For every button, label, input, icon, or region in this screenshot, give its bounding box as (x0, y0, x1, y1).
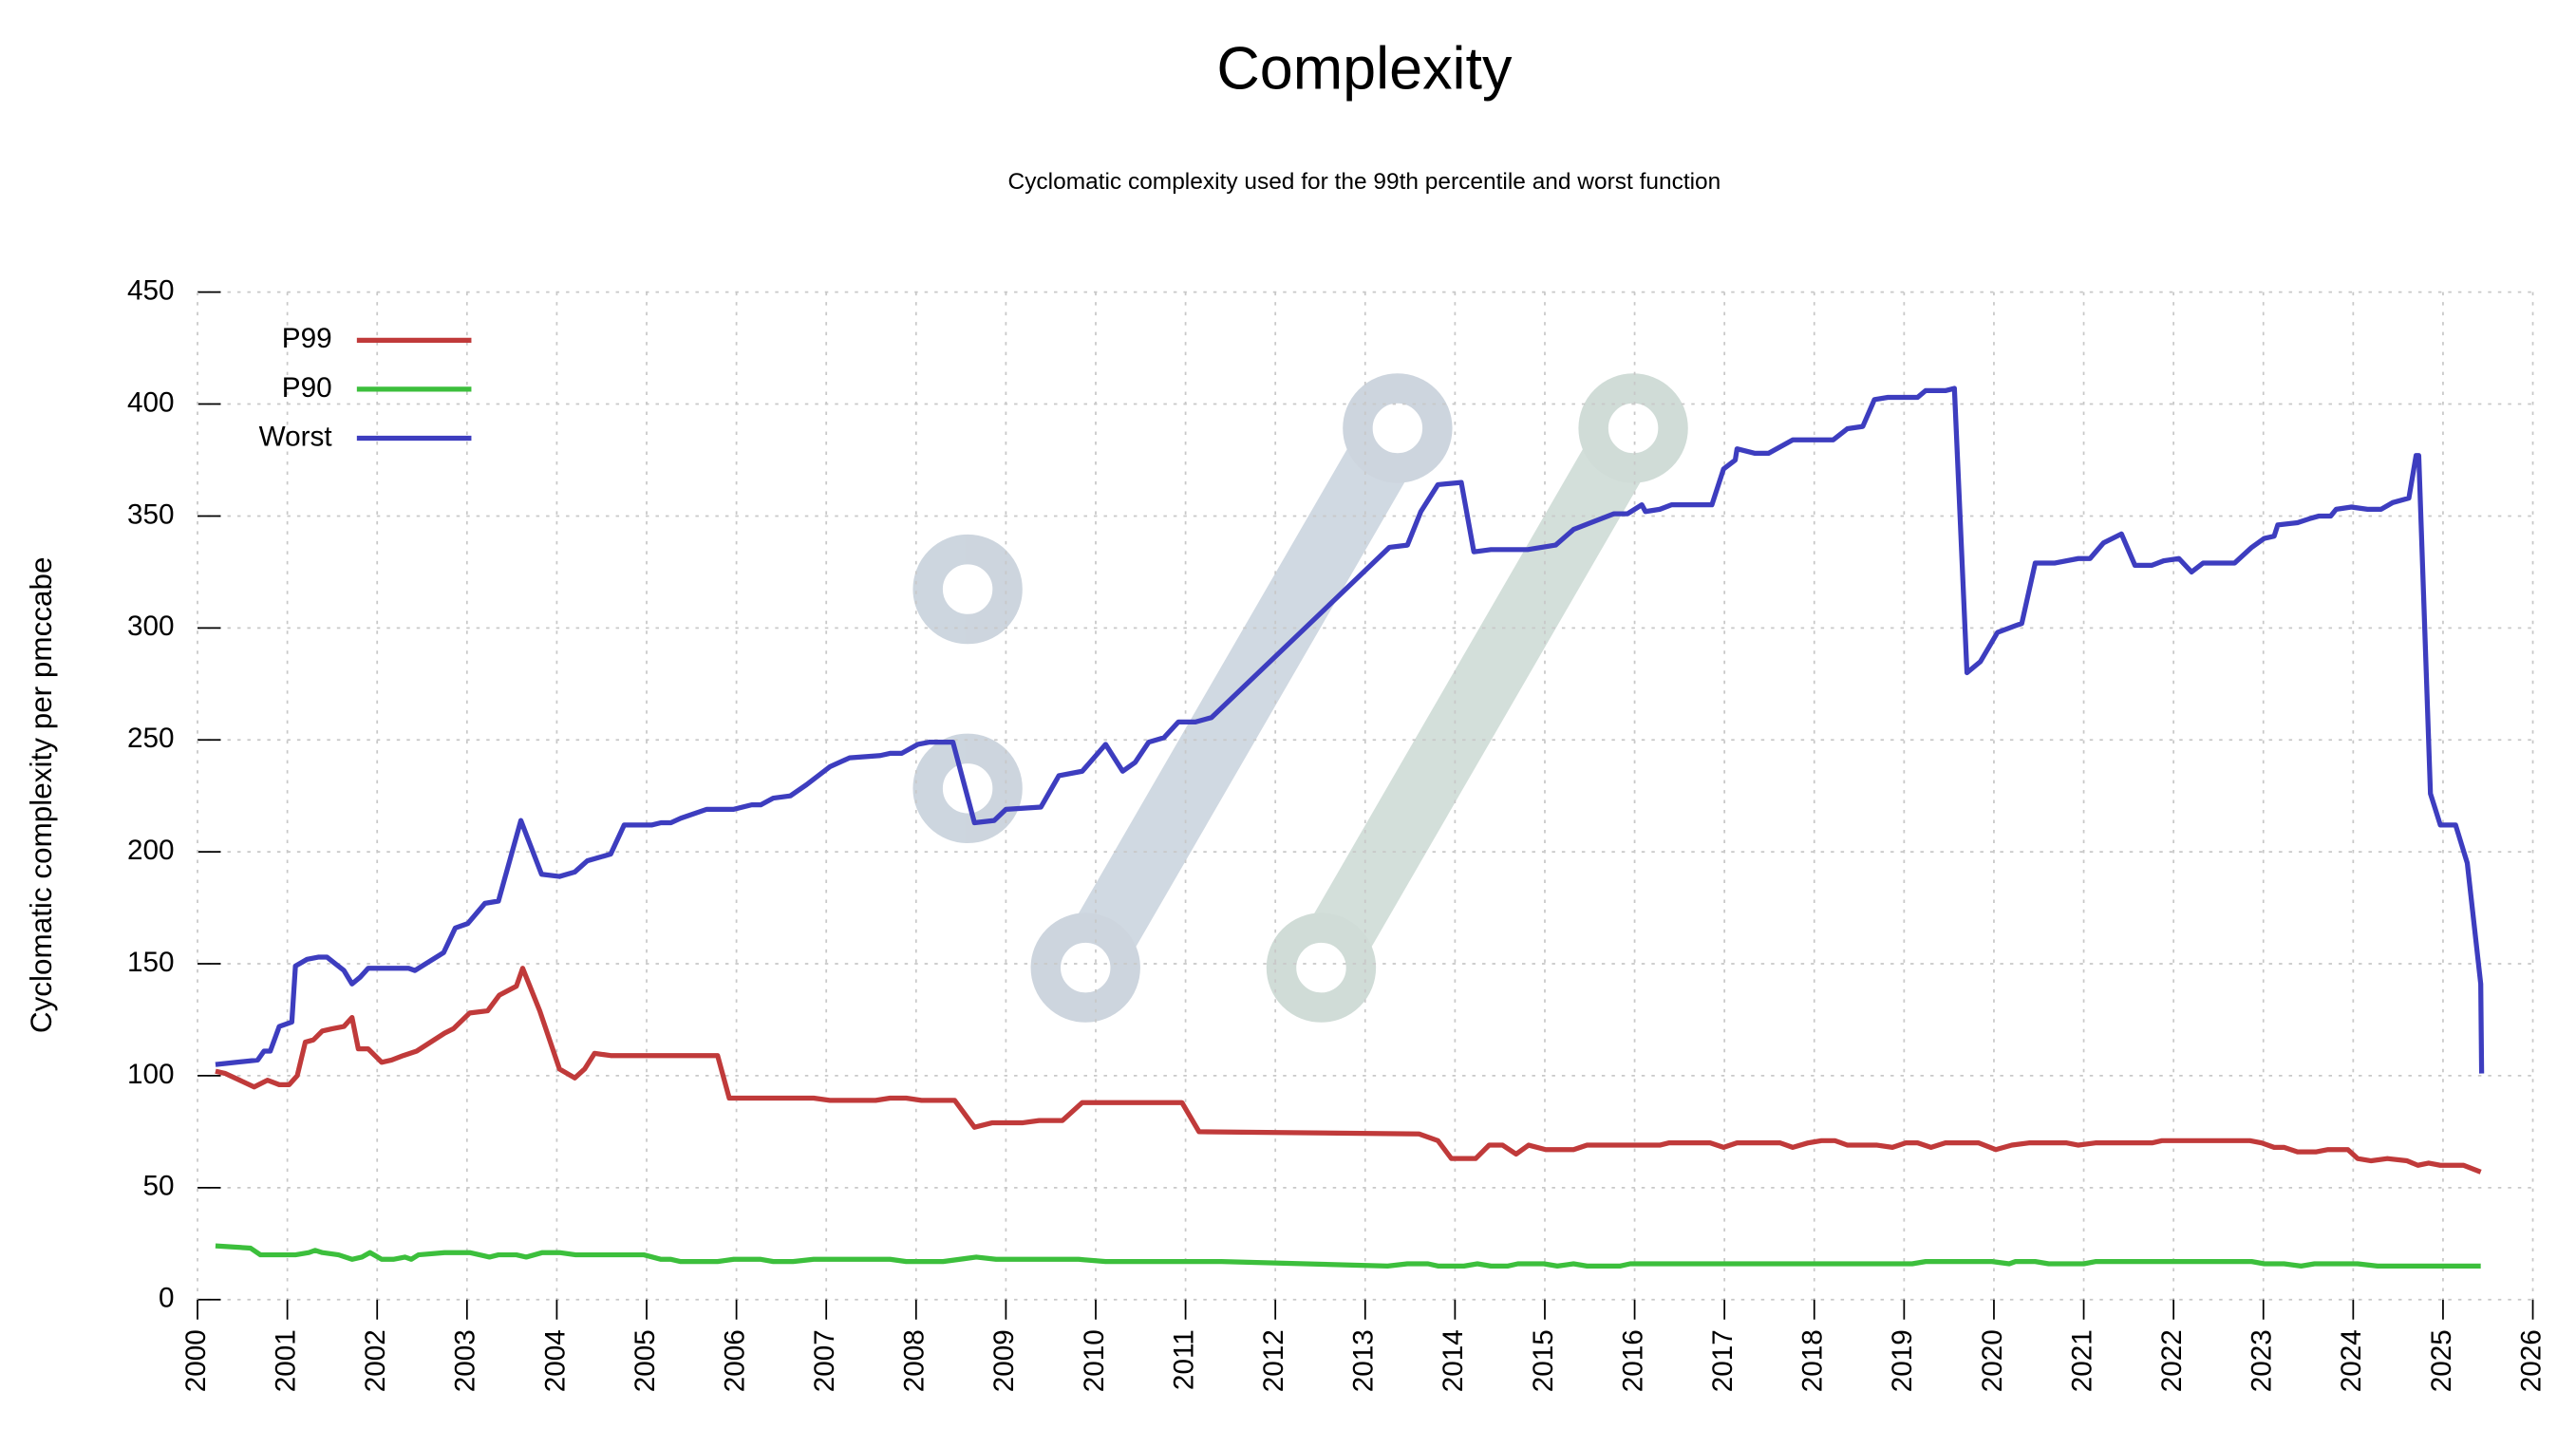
y-axis-label: Cyclomatic complexity per pmccabe (25, 556, 58, 1033)
series-line (215, 386, 2485, 1074)
x-tick-label: 2005 (630, 1329, 661, 1392)
x-tick-label: 2022 (2156, 1329, 2188, 1392)
x-tick-label: 2018 (1797, 1329, 1829, 1392)
legend-label: Worst (259, 421, 333, 452)
legend-label: P99 (282, 323, 332, 354)
x-tick-label: 2019 (1887, 1329, 1918, 1392)
y-tick-label: 200 (127, 835, 175, 866)
x-tick-label: 2014 (1438, 1329, 1469, 1392)
x-tick-label: 2012 (1258, 1329, 1289, 1392)
x-tick-label: 2004 (539, 1329, 571, 1392)
x-tick-label: 2020 (1977, 1329, 2008, 1392)
x-tick-label: 2026 (2515, 1329, 2547, 1392)
series-line (215, 966, 2482, 1175)
x-tick-label: 2015 (1528, 1329, 1559, 1392)
y-tick-label: 350 (127, 498, 175, 530)
x-tick-label: 2000 (180, 1329, 212, 1392)
x-tick-label: 2024 (2336, 1329, 2367, 1392)
x-tick-label: 2002 (360, 1329, 391, 1392)
x-tick-label: 2009 (988, 1329, 1020, 1392)
x-tick-label: 2013 (1348, 1329, 1380, 1392)
series-line (215, 1243, 2481, 1269)
y-tick-label: 450 (127, 275, 175, 307)
chart-title: Complexity (1216, 36, 1513, 103)
x-tick-label: 2023 (2247, 1329, 2278, 1392)
x-tick-label: 2007 (809, 1329, 840, 1392)
x-tick-label: 2003 (450, 1329, 481, 1392)
y-tick-label: 50 (143, 1171, 175, 1202)
x-tick-label: 2011 (1168, 1329, 1199, 1390)
x-tick-label: 2001 (270, 1329, 301, 1392)
x-tick-label: 2008 (899, 1329, 931, 1392)
legend: P99 P90 Worst (259, 323, 472, 452)
x-tick-label: 2025 (2426, 1329, 2457, 1392)
y-tick-label: 0 (159, 1283, 175, 1314)
legend-label: P90 (282, 372, 332, 404)
chart-subtitle: Cyclomatic complexity used for the 99th … (1008, 169, 1721, 195)
y-tick-label: 300 (127, 611, 175, 642)
x-tick-label: 2016 (1617, 1329, 1648, 1392)
y-tick-label: 150 (127, 947, 175, 978)
watermark-logo (912, 373, 1688, 1023)
y-tick-label: 250 (127, 723, 175, 754)
y-tick-label: 400 (127, 386, 175, 418)
y-tick-label: 100 (127, 1059, 175, 1090)
x-tick-label: 2021 (2066, 1329, 2097, 1392)
x-tick-label: 2017 (1707, 1329, 1739, 1392)
x-tick-label: 2010 (1079, 1329, 1110, 1392)
x-tick-label: 2006 (719, 1329, 750, 1392)
